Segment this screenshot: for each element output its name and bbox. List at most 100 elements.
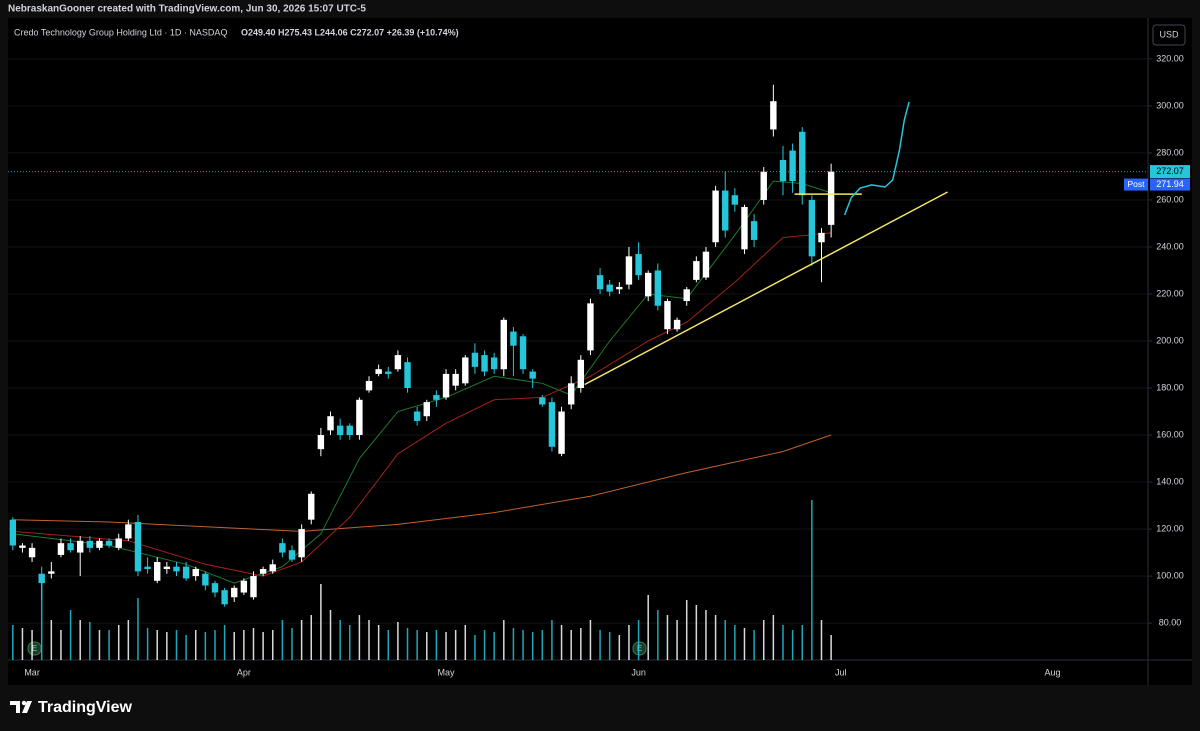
volume-bar bbox=[320, 584, 322, 660]
volume-bar bbox=[589, 620, 592, 660]
volume-bar bbox=[166, 632, 168, 660]
candle-body bbox=[423, 402, 430, 417]
candle-body bbox=[67, 543, 74, 551]
volume-bar bbox=[310, 615, 313, 660]
volume-bar bbox=[406, 628, 409, 660]
candle-body bbox=[288, 550, 296, 560]
volume-bar bbox=[60, 630, 62, 660]
candle-body bbox=[404, 362, 411, 389]
volume-bar bbox=[40, 577, 43, 660]
candle-body bbox=[240, 580, 248, 593]
volume-bar bbox=[377, 625, 380, 660]
volume-bar bbox=[175, 630, 178, 660]
x-tick-label: Jul bbox=[835, 667, 847, 677]
candle-body bbox=[799, 131, 806, 196]
brand: TradingView bbox=[38, 699, 133, 716]
candle-body bbox=[356, 399, 363, 436]
volume-bar bbox=[753, 630, 755, 660]
volume-bar bbox=[657, 610, 659, 660]
volume-bar bbox=[387, 630, 390, 660]
volume-bar bbox=[21, 628, 24, 660]
candle-body bbox=[375, 369, 382, 374]
y-tick-label: 240.00 bbox=[1156, 241, 1184, 251]
candle-body bbox=[770, 101, 777, 130]
candle-body bbox=[221, 590, 228, 605]
x-tick-label: Jun bbox=[631, 667, 646, 677]
candle-body bbox=[115, 538, 122, 548]
candle-body bbox=[385, 371, 392, 374]
volume-bar bbox=[445, 632, 447, 660]
volume-bar bbox=[243, 630, 245, 660]
candle-body bbox=[558, 411, 565, 454]
currency[interactable]: USD bbox=[1159, 29, 1179, 39]
candle-body bbox=[750, 221, 758, 240]
earnings-label[interactable]: E bbox=[637, 644, 642, 653]
volume-bar bbox=[618, 635, 621, 660]
volume-bar bbox=[368, 620, 370, 660]
volume-bar bbox=[329, 610, 332, 660]
candle-body bbox=[182, 566, 190, 579]
candle-body bbox=[808, 199, 816, 257]
volume-bar bbox=[69, 610, 72, 660]
candle-body bbox=[211, 583, 219, 593]
candle-body bbox=[433, 395, 440, 400]
post-price: 271.94 bbox=[1156, 179, 1184, 189]
volume-bar bbox=[724, 620, 726, 660]
candle-body bbox=[625, 256, 633, 285]
volume-bar bbox=[666, 615, 669, 660]
drawing bbox=[843, 101, 910, 216]
candle-body bbox=[712, 190, 719, 243]
candle-body bbox=[519, 336, 527, 370]
candle-body bbox=[365, 380, 373, 391]
volume-bar bbox=[714, 615, 717, 660]
volume-bar bbox=[291, 628, 293, 660]
candle-body bbox=[722, 190, 729, 231]
candle-body bbox=[741, 207, 748, 250]
earnings-marker[interactable]: E bbox=[632, 641, 647, 656]
candle-body bbox=[596, 275, 604, 290]
candle-body bbox=[144, 566, 151, 570]
earnings-marker[interactable]: E bbox=[27, 641, 42, 656]
candle-body bbox=[28, 547, 36, 558]
candle-body bbox=[77, 540, 84, 553]
volume-bar bbox=[531, 632, 534, 660]
candle-body bbox=[490, 357, 498, 370]
volume-bar bbox=[676, 620, 678, 660]
volume-bar bbox=[483, 630, 486, 660]
candle-body bbox=[57, 543, 65, 555]
moving-average bbox=[12, 434, 832, 532]
volume-bar bbox=[685, 600, 688, 660]
y-tick-label: 120.00 bbox=[1156, 523, 1184, 533]
candle-body bbox=[202, 573, 209, 586]
candle-body bbox=[125, 524, 132, 539]
volume-bar bbox=[782, 625, 784, 660]
volume-bar bbox=[705, 610, 707, 660]
candle-body bbox=[664, 301, 671, 330]
candle-body bbox=[548, 402, 556, 447]
volume-bar bbox=[426, 632, 428, 660]
volume-bar bbox=[570, 630, 572, 660]
volume-bar bbox=[474, 635, 476, 660]
candle-body bbox=[134, 522, 142, 572]
currency-button[interactable] bbox=[1152, 24, 1186, 46]
candle-body bbox=[635, 254, 642, 276]
earnings-label[interactable]: E bbox=[32, 644, 37, 653]
candle-body bbox=[9, 519, 17, 546]
y-tick-label: 320.00 bbox=[1156, 53, 1184, 63]
candle-body bbox=[96, 540, 103, 548]
candle-body bbox=[346, 425, 353, 436]
candle-body bbox=[529, 371, 536, 379]
candle-body bbox=[413, 411, 421, 421]
candle-body bbox=[269, 564, 276, 572]
ohlc: O249.40 H275.43 L244.06 C272.07 +26.39 (… bbox=[241, 27, 459, 37]
candle-body bbox=[587, 303, 594, 351]
last-price-box bbox=[1150, 165, 1190, 179]
plot-area bbox=[8, 18, 1148, 660]
volume-bar bbox=[454, 630, 457, 660]
volume-bar bbox=[156, 630, 158, 660]
candle-body bbox=[250, 576, 257, 598]
candle-body bbox=[86, 540, 94, 548]
volume-bar bbox=[12, 625, 14, 660]
candle-body bbox=[327, 416, 334, 431]
